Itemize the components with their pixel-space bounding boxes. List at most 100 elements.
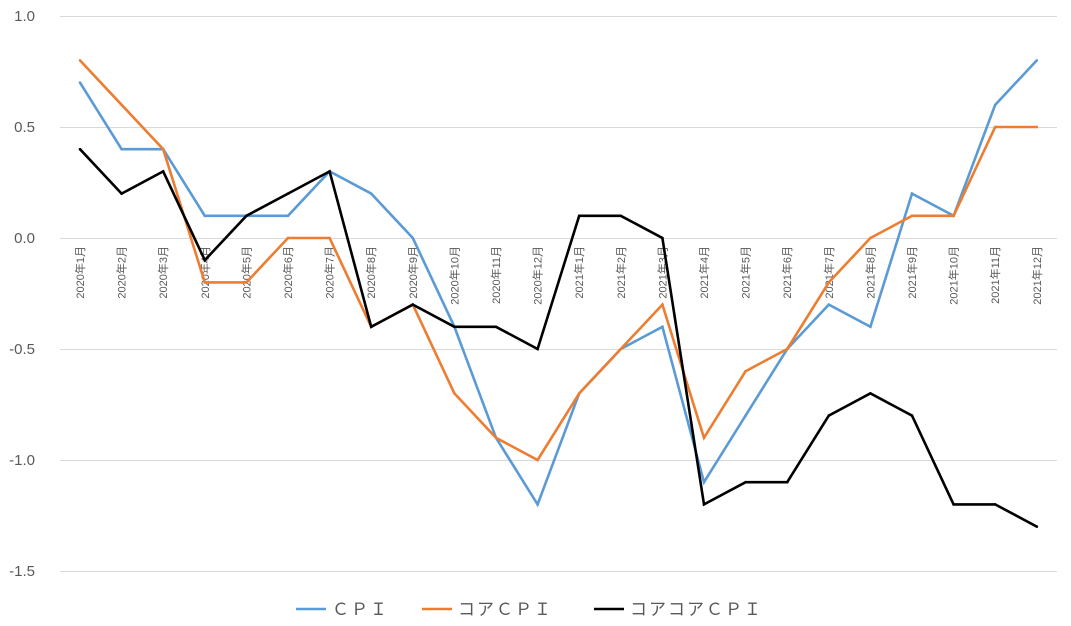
- x-tick-label: 2020年12月: [531, 246, 545, 305]
- legend-label: コアＣＰＩ: [458, 600, 553, 620]
- data-point: [785, 347, 789, 351]
- data-point: [453, 325, 456, 329]
- data-point: [411, 236, 415, 240]
- x-tick-label: 2020年2月: [115, 246, 129, 299]
- data-point: [785, 480, 789, 484]
- data-point: [78, 147, 82, 151]
- data-point: [702, 480, 706, 484]
- x-tick-label: 2021年11月: [988, 246, 1002, 304]
- data-point: [1035, 525, 1039, 528]
- data-point: [286, 236, 290, 240]
- data-point: [369, 192, 373, 195]
- y-tick-label: -1.0: [9, 452, 35, 469]
- data-point: [744, 480, 747, 484]
- data-point: [869, 236, 872, 240]
- data-point: [245, 214, 248, 218]
- x-tick-label: 2021年10月: [947, 246, 961, 305]
- series-line-3: [79, 148, 1038, 528]
- data-point: [619, 214, 623, 218]
- data-point: [494, 436, 498, 440]
- data-point: [286, 192, 290, 195]
- data-point: [577, 392, 581, 395]
- x-tick-label: 2021年4月: [697, 246, 711, 299]
- data-point: [993, 125, 997, 129]
- data-point: [536, 347, 539, 351]
- data-point: [536, 458, 539, 462]
- data-point: [78, 59, 82, 62]
- x-tick-label: 2021年7月: [822, 246, 836, 299]
- data-point: [702, 436, 706, 440]
- data-point: [869, 392, 872, 395]
- y-tick-label: 0.5: [14, 119, 35, 136]
- x-tick-label: 2021年2月: [614, 246, 628, 299]
- x-tick-label: 2020年8月: [364, 246, 378, 299]
- data-point: [661, 303, 664, 306]
- x-tick-label: 2020年7月: [323, 246, 337, 299]
- x-tick-label: 2021年8月: [863, 246, 877, 299]
- data-point: [869, 325, 872, 329]
- data-point: [161, 170, 165, 173]
- data-point: [577, 214, 581, 218]
- data-point: [910, 414, 914, 417]
- data-point: [203, 281, 207, 284]
- x-tick-label: 2021年12月: [1030, 246, 1044, 305]
- y-tick-label: 0.0: [14, 230, 35, 247]
- data-point: [494, 325, 498, 329]
- data-point: [245, 281, 248, 284]
- x-tick-label: 2021年1月: [572, 246, 586, 299]
- data-point: [328, 170, 331, 173]
- legend-label: コアコアＣＰＩ: [630, 600, 763, 620]
- data-point: [161, 147, 165, 151]
- y-tick-label: -1.5: [9, 563, 35, 580]
- legend-label: ＣＰＩ: [332, 600, 389, 620]
- x-tick-label: 2020年6月: [281, 246, 295, 299]
- data-point: [744, 414, 747, 417]
- data-point: [910, 192, 914, 195]
- x-tick-label: 2020年11月: [489, 246, 503, 304]
- data-point: [744, 369, 747, 373]
- x-tick-label: 2020年3月: [156, 246, 170, 299]
- data-point: [203, 214, 207, 218]
- data-point: [203, 258, 207, 262]
- data-point: [120, 147, 123, 151]
- x-tick-label: 2021年6月: [780, 246, 794, 299]
- data-point: [369, 325, 373, 329]
- y-tick-label: -0.5: [9, 341, 35, 358]
- series-line-1: [78, 59, 1038, 508]
- data-point: [411, 303, 415, 306]
- x-axis-tick-labels: 2020年1月 2020年2月 2020年3月 2020年4月 2020年5月 2020年…: [73, 246, 1044, 305]
- x-tick-label: 2021年5月: [739, 246, 753, 299]
- data-point: [453, 392, 456, 395]
- y-axis-tick-labels: 1.0 0.5 0.0 -0.5 -1.0 -1.5: [9, 8, 35, 580]
- y-tick-label: 1.0: [14, 8, 35, 25]
- data-point: [1035, 125, 1039, 129]
- data-point: [1035, 59, 1039, 62]
- data-point: [286, 214, 290, 218]
- data-point: [661, 325, 664, 329]
- data-point: [78, 81, 82, 84]
- data-point: [993, 103, 997, 107]
- data-point: [536, 503, 539, 506]
- data-point: [827, 303, 831, 306]
- data-point: [993, 503, 997, 506]
- data-point: [619, 347, 623, 351]
- legend: ＣＰＩ コアＣＰＩ コアコアＣＰＩ: [296, 600, 763, 620]
- series-lines: [78, 59, 1039, 528]
- data-point: [120, 192, 123, 195]
- x-tick-label: 2020年1月: [73, 246, 87, 299]
- x-tick-label: 2020年4月: [198, 246, 212, 299]
- data-point: [910, 214, 914, 218]
- x-tick-label: 2021年9月: [905, 246, 919, 299]
- x-tick-label: 2020年10月: [447, 246, 461, 305]
- data-point: [827, 414, 831, 417]
- data-point: [827, 281, 831, 284]
- data-point: [952, 214, 955, 218]
- data-point: [702, 503, 706, 506]
- data-point: [952, 503, 955, 506]
- data-point: [661, 236, 664, 240]
- data-point: [328, 236, 331, 240]
- x-tick-label: 2020年5月: [239, 246, 253, 299]
- data-point: [120, 103, 123, 107]
